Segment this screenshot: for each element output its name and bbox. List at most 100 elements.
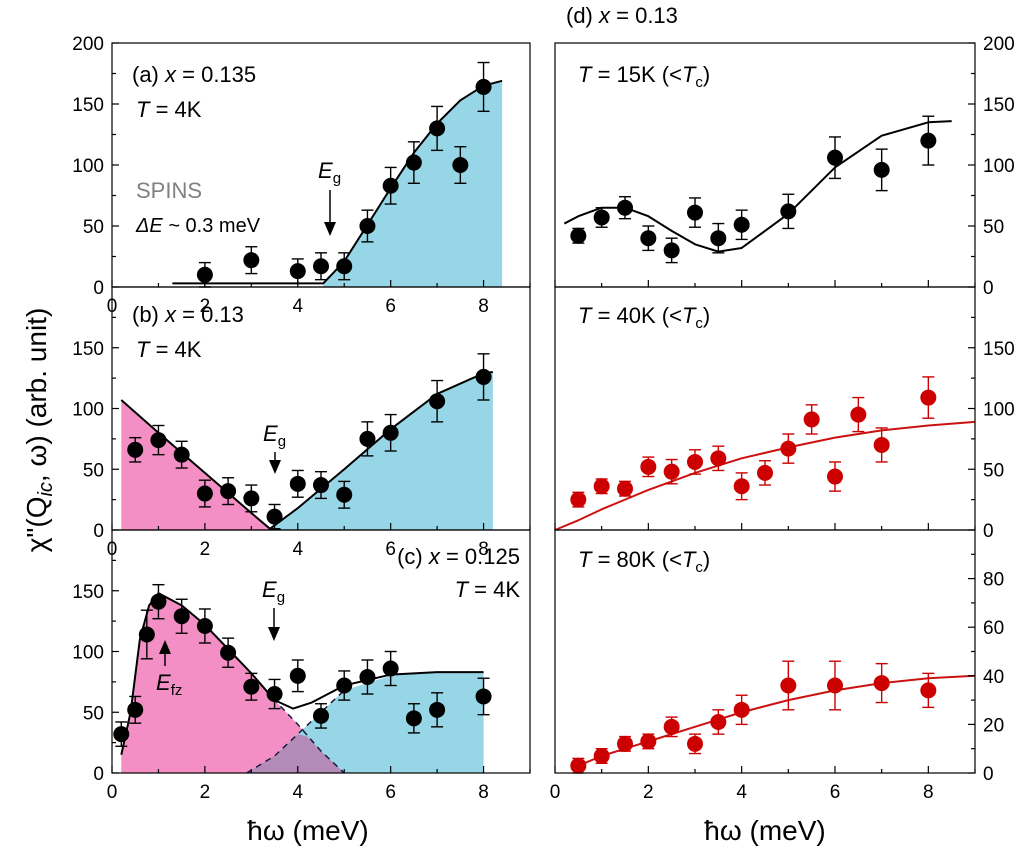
panel-5-marker (617, 480, 633, 497)
panel-2-marker (266, 508, 283, 525)
panel-2-data-point (173, 440, 190, 469)
panel-2-marker (313, 477, 329, 494)
panel-2-marker (359, 430, 376, 447)
panel-5-marker (710, 450, 727, 467)
panel-3-data-point (138, 609, 155, 660)
panel-3-data-point (220, 637, 237, 668)
panel-1-xtick-label: 6 (385, 296, 396, 317)
panel-a-label: (a) x = 0.135 (132, 62, 256, 87)
panel-2-data-point (429, 379, 446, 423)
panel-5-data-point (593, 478, 610, 495)
panel-2-fit-line (120, 371, 493, 530)
panel-1-xtick-label: 8 (478, 296, 489, 317)
panel-3-marker (336, 677, 353, 694)
panel-3-marker (138, 626, 155, 643)
panel-6-ytick-label: 60 (983, 618, 1004, 639)
eg-label-c: Eg (262, 577, 285, 606)
efz-arrow (159, 640, 171, 666)
panel-2-xtick-label: 2 (200, 539, 211, 560)
panel-3-xtick-label: 2 (200, 782, 211, 803)
panel-3-xtick-label: 4 (292, 782, 303, 803)
panel-1-ytick-label: 0 (93, 278, 104, 299)
panel-2-xtick-label: 6 (385, 539, 396, 560)
panel-5-data-point (640, 456, 657, 478)
panel-5-ytick-label: 100 (983, 400, 1015, 421)
panel-1-marker (313, 258, 329, 275)
panel-4-marker (663, 242, 680, 259)
eg-label-a: Eg (318, 158, 341, 187)
panel-d2-temp: T = 40K (<Tc) (578, 303, 710, 332)
panel-5-data-point (617, 480, 633, 497)
panel-2-data-point (336, 480, 353, 509)
panel-5-ytick-label: 50 (983, 460, 1004, 481)
panel-5-data-point (687, 449, 703, 475)
panel-2-marker (475, 368, 492, 385)
panel-6-xtick-label: 2 (643, 782, 654, 803)
panel-2-data-point (243, 484, 260, 513)
panel-2-ytick-label: 100 (72, 400, 104, 421)
panel-3-data-point (243, 672, 260, 701)
panel-5-marker (873, 436, 890, 453)
panel-1-ytick-label: 150 (72, 95, 104, 116)
panel-5-ytick-label: 0 (983, 521, 994, 542)
panel-6-marker (780, 677, 797, 694)
panel-2-marker (382, 424, 399, 441)
panel-2-marker (429, 393, 446, 410)
panel-6-marker (687, 735, 703, 752)
panel-3-marker (173, 608, 190, 625)
panel-3-ytick-label: 50 (83, 703, 104, 724)
panel-6-marker (663, 718, 680, 735)
panel-2-data-point (196, 479, 213, 508)
panel-4-data-point (570, 227, 587, 244)
panel-5-data-point (570, 491, 587, 508)
panel-1-ytick-label: 50 (83, 217, 104, 238)
panel-6-marker (617, 735, 633, 752)
panel-1-xtick-label: 2 (200, 296, 211, 317)
panel-3-data-point (475, 677, 492, 716)
panel-3-marker (113, 726, 130, 743)
efz-label: Efz (156, 670, 182, 699)
panel-4-marker (873, 161, 890, 178)
panel-d1-temp: T = 15K (<Tc) (578, 62, 710, 91)
panel-3-data-point (405, 703, 422, 734)
panel-2-data-point (313, 470, 329, 500)
panel-5-ytick-label: 150 (983, 339, 1015, 360)
panel-2-xtick-label: 4 (292, 539, 303, 560)
panel-4-marker (593, 209, 610, 226)
panel-3-data-point (113, 721, 130, 747)
panel-2-marker (196, 485, 213, 502)
panel-5-marker (827, 468, 843, 485)
panel-6-marker (570, 757, 587, 774)
panel-4-marker (687, 204, 703, 221)
panel-1-data-point (475, 61, 492, 113)
panel-1-data-point (313, 252, 329, 281)
panel-5-data-point (663, 458, 680, 485)
panel-6-data-point (570, 757, 587, 774)
panel-5-data-point (757, 460, 773, 486)
panel-1-data-point (359, 209, 376, 243)
panel-1-xtick-label: 4 (292, 296, 303, 317)
panel-5-data-point (780, 433, 797, 464)
spins-label: SPINS (136, 178, 202, 203)
panel-6-ytick-label: 0 (983, 764, 994, 785)
panel-3-marker (220, 644, 237, 661)
panel-3-marker (150, 593, 167, 610)
panel-4-marker (570, 227, 587, 244)
panel-3-marker (359, 669, 376, 686)
panel-6-ytick-label: 20 (983, 715, 1004, 736)
panel-4-data-point (593, 206, 610, 228)
panel-1-data-point (429, 105, 446, 152)
panel-4-data-point (687, 197, 703, 228)
panel-4-data-point (640, 225, 657, 252)
panel-b-label: (b) x = 0.13 (132, 302, 244, 327)
panel-1-marker (336, 258, 353, 275)
panel-3-marker (289, 667, 306, 684)
panel-4-data-point (780, 193, 797, 230)
panel-3-data-point (336, 670, 353, 701)
panel-a-temp: T = 4K (136, 97, 202, 122)
panel-5-marker (733, 478, 750, 495)
panel-c-label: (c) x = 0.125 (397, 544, 520, 569)
panel-6-marker (827, 677, 843, 694)
panel-4-ytick-label: 200 (983, 34, 1015, 55)
